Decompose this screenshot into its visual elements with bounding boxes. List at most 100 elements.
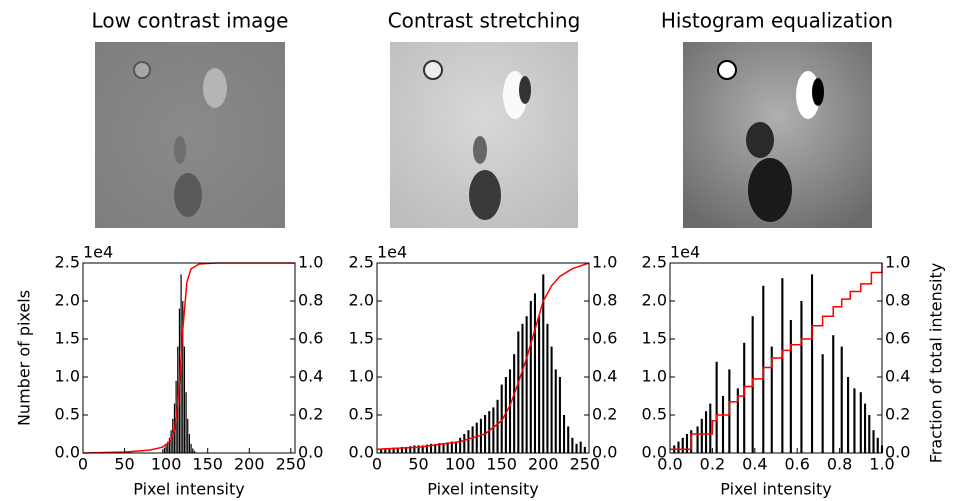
bar: [467, 430, 470, 453]
y-tick-label: 2.5: [642, 253, 667, 272]
y2-tick-label: 0.6: [298, 329, 323, 348]
x-tick-label: 150: [192, 455, 223, 474]
y-offset-label: 1e4: [670, 243, 700, 262]
bar: [563, 415, 566, 453]
bar: [450, 441, 453, 453]
bar: [188, 434, 191, 453]
y2-tick-label: 0.4: [885, 367, 910, 386]
x-tick-label: 0: [78, 455, 88, 474]
x-tick-label: 0: [372, 455, 382, 474]
y-tick-label: 2.5: [55, 253, 80, 272]
bar: [168, 437, 171, 453]
y2-tick-label: 0.8: [298, 291, 323, 310]
bar: [492, 407, 495, 453]
bar: [475, 422, 478, 453]
y-tick-label: 1.5: [642, 329, 667, 348]
image-contrast-stretching: [390, 42, 578, 228]
bar: [533, 293, 536, 453]
bar: [840, 346, 843, 453]
bar: [182, 301, 184, 453]
y2-tick-label: 0.0: [592, 443, 617, 462]
image-title: Low contrast image: [92, 9, 289, 33]
cdf-line: [376, 262, 590, 450]
bar: [183, 346, 186, 453]
bar: [546, 323, 549, 453]
bar: [384, 448, 387, 453]
y-tick-label: 2.0: [55, 291, 80, 310]
bar: [471, 426, 474, 453]
bar: [876, 437, 879, 453]
x-tick-label: 200: [528, 455, 559, 474]
x-tick-label: 100: [151, 455, 182, 474]
y-tick-label: 2.0: [642, 291, 667, 310]
bar: [500, 384, 503, 453]
bar: [187, 418, 189, 453]
bar: [459, 437, 462, 453]
bar: [868, 415, 871, 453]
bar: [554, 369, 557, 453]
bar: [681, 437, 684, 453]
image-title: Histogram equalization: [661, 9, 893, 33]
bar: [529, 301, 532, 453]
x-tick-label: 150: [486, 455, 517, 474]
bar: [190, 443, 192, 453]
y2-tick-label: 0.4: [592, 367, 617, 386]
y2-tick-label: 1.0: [592, 253, 617, 272]
y2-tick-label: 0.2: [298, 405, 323, 424]
x-axis-label: Pixel intensity: [427, 480, 538, 499]
bar: [446, 442, 449, 453]
bar: [388, 448, 391, 453]
y2-tick-label: 1.0: [885, 253, 910, 272]
y-tick-label: 0.0: [55, 443, 80, 462]
bar: [438, 443, 441, 453]
y-tick-label: 0.5: [349, 405, 374, 424]
bar: [859, 392, 862, 453]
y2-tick-label: 0.6: [592, 329, 617, 348]
bar: [425, 444, 428, 453]
bar: [709, 403, 712, 453]
bar: [789, 320, 792, 453]
bar: [558, 377, 561, 453]
x-tick-label: 0.6: [784, 455, 809, 474]
y-tick-label: 1.5: [55, 329, 80, 348]
bar: [721, 396, 725, 453]
bar: [392, 447, 395, 453]
y2-tick-label: 0.2: [592, 405, 617, 424]
x-tick-label: 0.0: [657, 455, 682, 474]
x-tick-label: 250: [276, 455, 307, 474]
bar: [704, 411, 708, 453]
y-tick-label: 0.0: [642, 443, 667, 462]
bar: [167, 441, 169, 453]
x-axis-label: Pixel intensity: [133, 480, 244, 499]
x-tick-label: 50: [114, 455, 134, 474]
axes-frame: [82, 262, 296, 454]
bar: [162, 449, 164, 453]
bar: [413, 445, 416, 453]
bar: [405, 446, 408, 453]
bar: [463, 434, 466, 453]
bar: [571, 437, 574, 453]
bar: [396, 447, 399, 453]
y-tick-label: 0.5: [642, 405, 667, 424]
y-tick-label: 1.5: [349, 329, 374, 348]
image-histogram-equalization: [683, 42, 872, 228]
y2-axis-label: Fraction of total intensity: [927, 263, 946, 464]
x-tick-label: 250: [570, 455, 601, 474]
y-tick-label: 2.5: [349, 253, 374, 272]
bar: [715, 361, 718, 453]
y2-tick-label: 0.8: [592, 291, 617, 310]
y2-tick-label: 1.0: [298, 253, 323, 272]
cdf-line: [670, 263, 883, 450]
bar: [517, 331, 520, 453]
bar: [821, 354, 824, 453]
x-tick-label: 1.0: [869, 455, 894, 474]
bar: [832, 335, 835, 453]
bar: [770, 346, 773, 453]
bar: [550, 346, 553, 453]
bar: [430, 443, 433, 453]
y-tick-label: 2.0: [349, 291, 374, 310]
bar: [400, 446, 403, 453]
image-title: Contrast stretching: [388, 9, 581, 33]
x-tick-label: 0.2: [700, 455, 725, 474]
bar: [696, 426, 699, 453]
